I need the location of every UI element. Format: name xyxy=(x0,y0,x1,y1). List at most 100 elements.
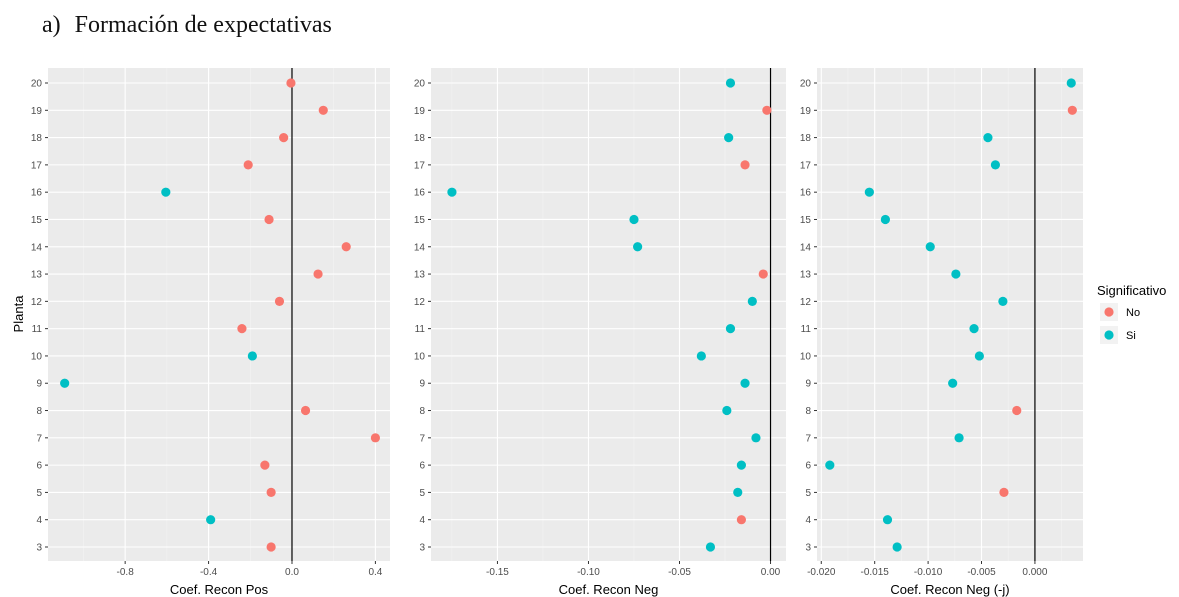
y-tick-label: 3 xyxy=(805,543,811,554)
point-planta-8 xyxy=(300,405,311,416)
y-tick-label: 16 xyxy=(31,188,43,199)
point-planta-20 xyxy=(725,78,736,88)
point-planta-12 xyxy=(747,296,757,306)
point-planta-17 xyxy=(243,160,253,170)
x-tick-label: -0.8 xyxy=(117,567,135,578)
point-planta-20 xyxy=(1066,78,1076,88)
x-tick-label: -0.015 xyxy=(861,567,890,578)
point-planta-15 xyxy=(629,214,639,225)
point-planta-11 xyxy=(237,324,247,334)
point-planta-18 xyxy=(724,132,734,143)
legend-key-no xyxy=(1104,307,1114,317)
point-planta-6 xyxy=(736,460,746,470)
y-tick-label: 15 xyxy=(800,215,812,226)
point-planta-9 xyxy=(948,378,958,388)
y-tick-label: 10 xyxy=(800,351,812,362)
y-tick-label: 13 xyxy=(800,270,812,281)
y-tick-label: 3 xyxy=(419,543,425,554)
y-tick-label: 17 xyxy=(800,160,812,171)
panel-background xyxy=(431,68,786,561)
legend-label-si: Si xyxy=(1126,330,1136,342)
x-tick-label: -0.005 xyxy=(967,567,996,578)
y-tick-label: 6 xyxy=(805,461,811,472)
x-tick-label: 0.4 xyxy=(368,567,382,578)
point-planta-7 xyxy=(751,433,761,443)
point-planta-5 xyxy=(733,487,743,498)
point-planta-10 xyxy=(974,351,984,361)
point-planta-19 xyxy=(1067,105,1077,115)
y-tick-label: 12 xyxy=(414,297,426,308)
point-planta-3 xyxy=(892,542,902,552)
x-tick-label: -0.10 xyxy=(577,567,600,578)
x-tick-label: -0.020 xyxy=(807,567,836,578)
y-tick-label: 15 xyxy=(31,215,43,226)
y-tick-label: 18 xyxy=(800,133,812,144)
x-tick-label: 0.0 xyxy=(285,567,299,578)
x-tick-label: -0.4 xyxy=(200,567,218,578)
point-planta-15 xyxy=(880,214,890,225)
point-planta-3 xyxy=(705,542,716,552)
point-planta-8 xyxy=(1012,405,1022,416)
y-tick-label: 14 xyxy=(414,242,426,253)
point-planta-11 xyxy=(725,324,736,334)
legend-title: Significativo xyxy=(1097,283,1166,298)
figure-title-text: Formación de expectativas xyxy=(74,12,332,38)
point-planta-14 xyxy=(633,242,643,252)
legend: Significativo No Si xyxy=(1097,283,1166,344)
y-tick-label: 12 xyxy=(31,297,43,308)
point-planta-16 xyxy=(864,187,874,197)
point-planta-15 xyxy=(264,214,274,225)
panel-label: a) xyxy=(42,12,61,38)
legend-key-si xyxy=(1104,330,1114,340)
y-tick-label: 7 xyxy=(805,433,811,444)
point-planta-14 xyxy=(925,242,935,252)
y-tick-label: 11 xyxy=(32,324,43,335)
y-tick-label: 4 xyxy=(36,515,42,526)
y-tick-label: 6 xyxy=(36,461,42,472)
point-planta-10 xyxy=(247,351,257,361)
point-planta-5 xyxy=(266,487,276,498)
x-tick-label: -0.010 xyxy=(914,567,943,578)
x-tick-label: -0.15 xyxy=(486,567,509,578)
point-planta-8 xyxy=(722,405,732,416)
y-tick-label: 7 xyxy=(36,433,42,444)
y-tick-label: 15 xyxy=(414,215,426,226)
y-tick-label: 8 xyxy=(419,406,425,417)
y-tick-label: 20 xyxy=(414,79,426,90)
y-tick-label: 9 xyxy=(419,379,425,390)
y-tick-label: 14 xyxy=(800,242,812,253)
y-tick-label: 19 xyxy=(31,106,43,117)
point-planta-6 xyxy=(825,460,835,470)
y-tick-label: 17 xyxy=(31,160,43,171)
y-tick-label: 18 xyxy=(31,133,43,144)
y-tick-label: 9 xyxy=(805,379,811,390)
point-planta-12 xyxy=(274,296,285,306)
y-tick-label: 10 xyxy=(414,351,426,362)
y-tick-label: 4 xyxy=(805,515,811,526)
x-axis-title: Coef. Recon Neg xyxy=(559,582,659,597)
point-planta-3 xyxy=(266,542,276,552)
x-axis-title: Coef. Recon Pos xyxy=(170,582,269,597)
point-planta-17 xyxy=(740,160,750,170)
point-planta-4 xyxy=(206,515,216,525)
point-planta-18 xyxy=(983,132,993,143)
y-tick-label: 18 xyxy=(414,133,426,144)
point-planta-16 xyxy=(161,187,171,197)
x-axis-title: Coef. Recon Neg (-j) xyxy=(890,582,1009,597)
panel-2: -0.15 -0.10 -0.05 0.00 3 4 5 6 7 8 9 10 11 12 13 14 15 16… xyxy=(414,68,786,597)
y-tick-label: 13 xyxy=(31,270,43,281)
point-planta-14 xyxy=(341,242,351,252)
y-tick-label: 20 xyxy=(800,79,812,90)
point-planta-9 xyxy=(60,378,70,388)
x-tick-label: 0.000 xyxy=(1022,567,1047,578)
y-tick-label: 19 xyxy=(800,106,812,117)
y-axis-title: Planta xyxy=(11,295,26,333)
y-tick-label: 8 xyxy=(36,406,42,417)
point-planta-16 xyxy=(447,187,457,197)
y-tick-label: 9 xyxy=(36,379,42,390)
y-tick-label: 20 xyxy=(31,79,43,90)
x-tick-label: 0.00 xyxy=(761,567,781,578)
y-tick-label: 5 xyxy=(805,488,811,499)
y-tick-label: 16 xyxy=(800,188,812,199)
